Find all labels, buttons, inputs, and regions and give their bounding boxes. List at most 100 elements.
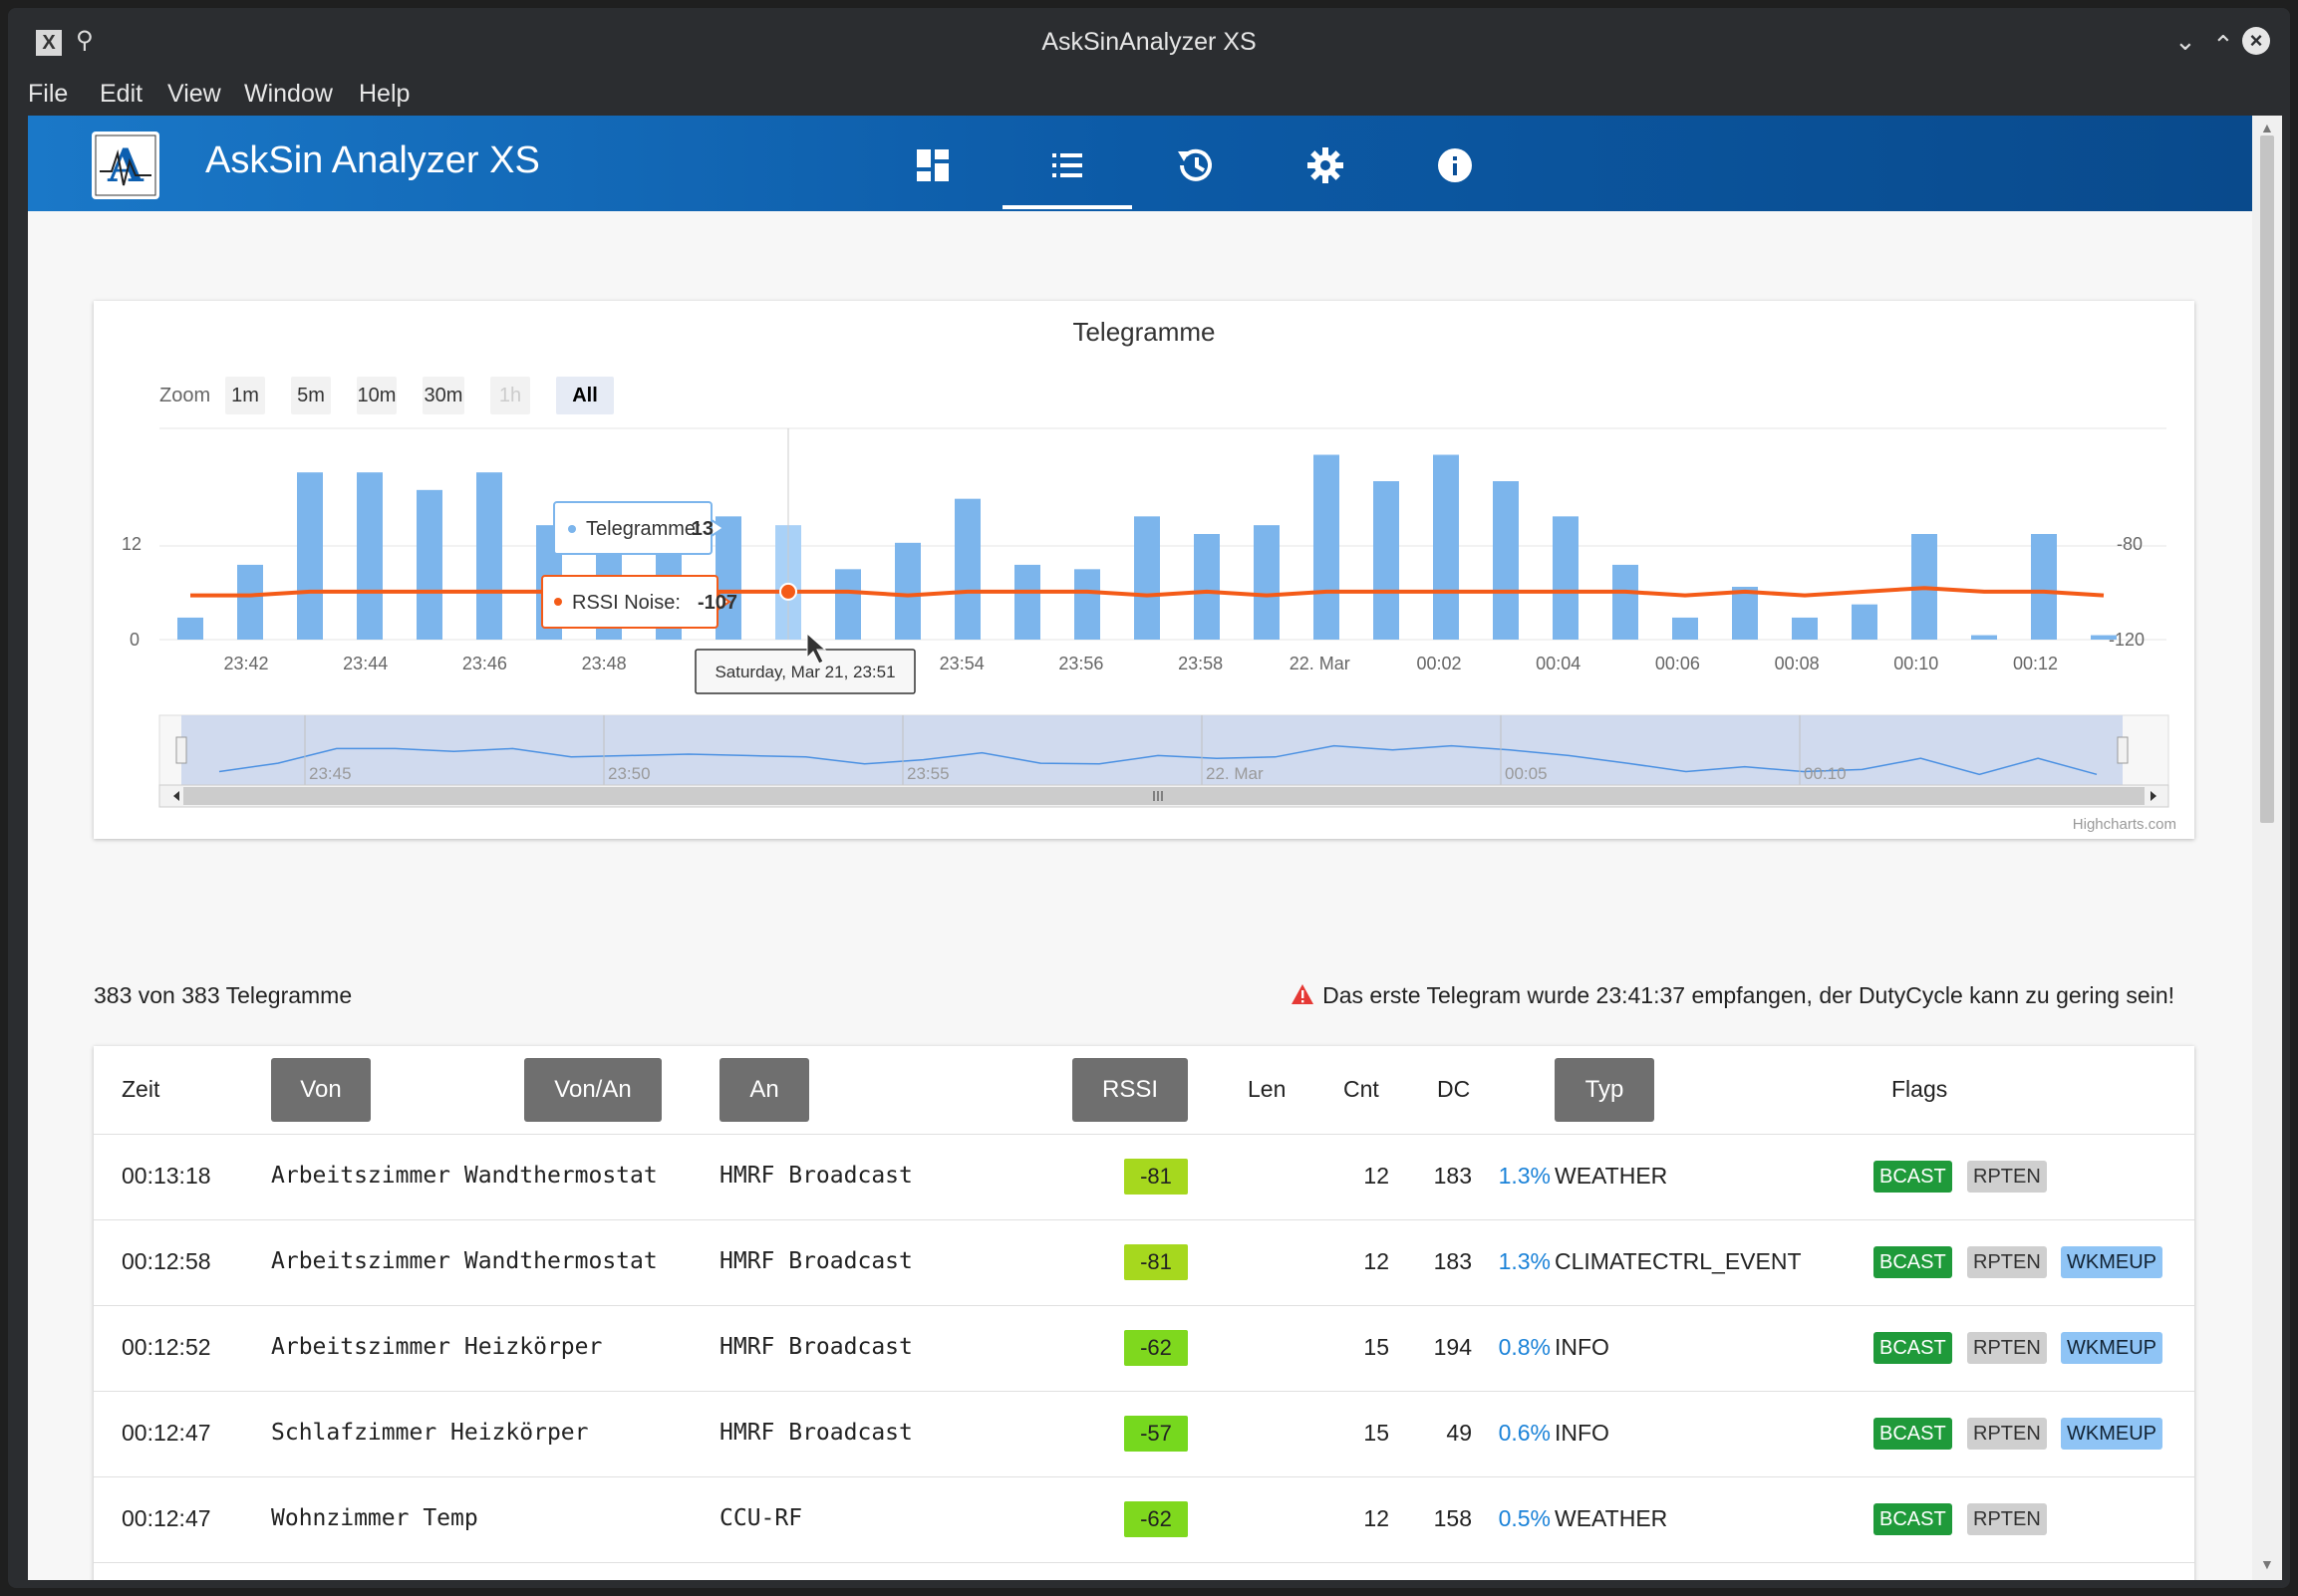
navigator-scrollbar-thumb[interactable] xyxy=(183,787,2145,805)
zoom-1m-button[interactable]: 1m xyxy=(225,377,265,414)
cell-len: 12 xyxy=(1363,1163,1389,1189)
bar-telegramme[interactable] xyxy=(1493,481,1519,640)
col-an-button[interactable]: An xyxy=(719,1058,809,1122)
bar-telegramme[interactable] xyxy=(297,472,323,640)
col-rssi-button[interactable]: RSSI xyxy=(1072,1058,1188,1122)
bar-telegramme[interactable] xyxy=(1014,564,1040,640)
bar-telegramme[interactable] xyxy=(357,472,383,640)
navigator-handle-right[interactable] xyxy=(2117,736,2129,764)
bar-telegramme[interactable] xyxy=(1792,617,1818,640)
bar-telegramme[interactable] xyxy=(177,617,203,640)
scroll-left-icon[interactable] xyxy=(173,791,179,801)
bar-telegramme[interactable] xyxy=(1971,635,1997,640)
flag-badge-rpten: RPTEN xyxy=(1967,1503,2047,1535)
bar-telegramme[interactable] xyxy=(835,569,861,640)
menu-file[interactable]: File xyxy=(28,80,69,108)
bar-telegramme[interactable] xyxy=(1852,604,1877,640)
navigator-handle-left[interactable] xyxy=(175,736,187,764)
app-window: X ⚲ AskSinAnalyzer XS ⌄ ⌃ × File Edit Vi… xyxy=(8,8,2290,1588)
cell-typ: CLIMATECTRL_EVENT xyxy=(1555,1248,1802,1274)
settings-gear-icon[interactable] xyxy=(1295,135,1355,195)
zoom-10m-button[interactable]: 10m xyxy=(357,377,397,414)
chart-plot[interactable]: 012-120-8023:4223:4423:4623:4823:5023:52… xyxy=(94,301,2194,839)
app-title: AskSin Analyzer XS xyxy=(205,139,540,181)
y-axis-label-right: -120 xyxy=(2109,630,2145,650)
minimize-icon[interactable]: ⌄ xyxy=(2174,26,2196,56)
flag-badge-rpten: RPTEN xyxy=(1967,1161,2047,1193)
bar-telegramme[interactable] xyxy=(1134,516,1160,640)
bar-telegramme[interactable] xyxy=(1254,525,1280,640)
bar-telegramme[interactable] xyxy=(716,516,741,640)
bar-telegramme[interactable] xyxy=(955,498,981,640)
pin-icon[interactable]: ⚲ xyxy=(76,27,94,54)
table-row[interactable]: 00:12:41Arbeitszimmer TemperaturHMRF Bro… xyxy=(94,1562,2194,1580)
tooltip-noise-label: RSSI Noise: xyxy=(572,592,681,614)
cell-dc: 0.8% xyxy=(1498,1334,1551,1360)
table-row[interactable]: 00:12:47 Schlafzimmer Heizkörper HMRF Broa… xyxy=(94,1391,2194,1476)
cell-von: Arbeitszimmer Heizkörper xyxy=(271,1334,603,1360)
list-icon[interactable] xyxy=(1036,135,1096,195)
close-icon[interactable]: × xyxy=(2242,27,2270,55)
cell-cnt: 194 xyxy=(1433,1334,1472,1360)
navigator-label: 22. Mar xyxy=(1206,764,1264,783)
col-typ-button[interactable]: Typ xyxy=(1555,1058,1654,1122)
bar-telegramme[interactable] xyxy=(1612,564,1638,640)
zoom-5m-button[interactable]: 5m xyxy=(291,377,331,414)
menu-help[interactable]: Help xyxy=(359,80,411,108)
bar-telegramme[interactable] xyxy=(2091,635,2117,640)
bar-telegramme[interactable] xyxy=(2031,534,2057,640)
bar-telegramme[interactable] xyxy=(895,542,921,640)
history-icon[interactable] xyxy=(1166,135,1226,195)
zoom-all-button[interactable]: All xyxy=(556,377,614,414)
col-vonan-button[interactable]: Von/An xyxy=(524,1058,662,1122)
bar-telegramme[interactable] xyxy=(1194,534,1220,640)
col-von-button[interactable]: Von xyxy=(271,1058,371,1122)
bar-telegramme[interactable] xyxy=(237,564,263,640)
tooltip-noise-pointer xyxy=(717,592,731,612)
navigator-selected-range[interactable] xyxy=(181,715,2123,785)
scroll-down-icon[interactable]: ▼ xyxy=(2260,1556,2274,1572)
bar-telegramme[interactable] xyxy=(1732,587,1758,640)
y-axis-label-right: -80 xyxy=(2117,534,2143,554)
maximize-icon[interactable]: ⌃ xyxy=(2212,30,2234,60)
bar-telegramme[interactable] xyxy=(1553,516,1579,640)
menu-view[interactable]: View xyxy=(167,80,221,108)
bar-telegramme[interactable] xyxy=(476,472,502,640)
scroll-right-icon[interactable] xyxy=(2151,791,2156,801)
scroll-up-icon[interactable]: ▲ xyxy=(2260,120,2274,135)
menu-edit[interactable]: Edit xyxy=(100,80,144,108)
bar-telegramme[interactable] xyxy=(1074,569,1100,640)
bar-telegramme[interactable] xyxy=(1313,454,1339,641)
table-header: Zeit Von Von/An An RSSI Len Cnt DC Typ F… xyxy=(94,1046,2194,1134)
dashboard-icon[interactable] xyxy=(903,135,963,195)
table-row[interactable]: 00:12:47 Wohnzimmer Temp CCU-RF 12 158 0.5% WE… xyxy=(94,1476,2194,1562)
cell-len: 12 xyxy=(1363,1505,1389,1531)
bar-telegramme[interactable] xyxy=(1373,481,1399,640)
vertical-scrollbar[interactable]: ▲ ▼ xyxy=(2252,116,2282,1580)
telegram-table: Zeit Von Von/An An RSSI Len Cnt DC Typ F… xyxy=(94,1046,2194,1580)
app-header: A AskSin Analyzer XS xyxy=(28,116,2252,211)
cell-an: HMRF Broadcast xyxy=(719,1163,913,1189)
table-row[interactable]: 00:13:18 Arbeitszimmer Wandthermostat HMRF… xyxy=(94,1134,2194,1219)
scrollbar-thumb[interactable] xyxy=(2260,135,2274,823)
cell-zeit: 00:12:52 xyxy=(122,1334,211,1360)
bar-telegramme[interactable] xyxy=(417,489,442,640)
cell-typ: INFO xyxy=(1555,1334,1609,1360)
active-tab-indicator xyxy=(1003,205,1132,209)
highcharts-credits[interactable]: Highcharts.com xyxy=(2072,816,2176,833)
menu-window[interactable]: Window xyxy=(244,80,333,108)
tooltip-telegramme-dot xyxy=(568,525,576,533)
x-axis-label: 00:08 xyxy=(1775,654,1820,673)
col-dc-header: DC xyxy=(1437,1076,1471,1102)
info-icon[interactable] xyxy=(1425,135,1485,195)
bar-telegramme[interactable] xyxy=(1672,617,1698,640)
cell-typ: WEATHER xyxy=(1555,1505,1668,1531)
cell-an: HMRF Broadcast xyxy=(719,1420,913,1446)
table-row[interactable]: 00:12:58 Arbeitszimmer Wandthermostat HMRF… xyxy=(94,1219,2194,1305)
rssi-noise-line[interactable] xyxy=(190,586,2105,598)
zoom-30m-button[interactable]: 30m xyxy=(423,377,464,414)
table-row[interactable]: 00:12:52 Arbeitszimmer Heizkörper HMRF Bro… xyxy=(94,1305,2194,1391)
cell-rssi-badge: -81 xyxy=(1124,1159,1188,1195)
zoom-1h-button[interactable]: 1h xyxy=(490,377,530,414)
bar-telegramme[interactable] xyxy=(1433,454,1459,641)
